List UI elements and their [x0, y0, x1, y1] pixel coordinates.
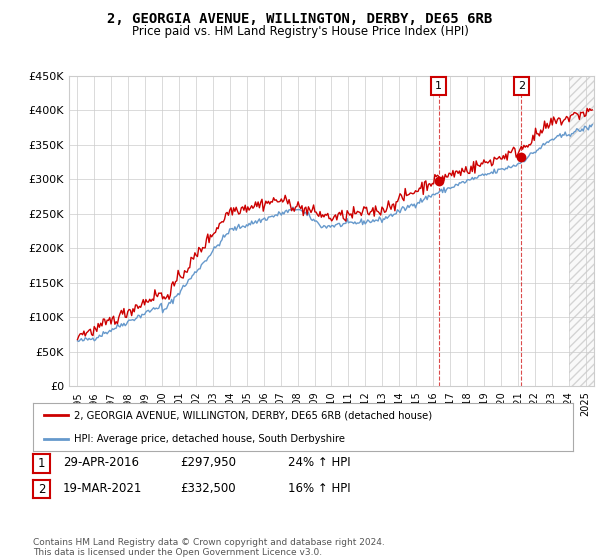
Text: HPI: Average price, detached house, South Derbyshire: HPI: Average price, detached house, Sout…: [74, 434, 344, 444]
Text: Price paid vs. HM Land Registry's House Price Index (HPI): Price paid vs. HM Land Registry's House …: [131, 25, 469, 38]
Text: 29-APR-2016: 29-APR-2016: [63, 456, 139, 469]
Text: £297,950: £297,950: [180, 456, 236, 469]
Text: 24% ↑ HPI: 24% ↑ HPI: [288, 456, 350, 469]
Text: 19-MAR-2021: 19-MAR-2021: [63, 482, 142, 495]
Text: 2, GEORGIA AVENUE, WILLINGTON, DERBY, DE65 6RB: 2, GEORGIA AVENUE, WILLINGTON, DERBY, DE…: [107, 12, 493, 26]
Text: 1: 1: [435, 81, 442, 91]
Text: 2: 2: [518, 81, 525, 91]
Text: £332,500: £332,500: [180, 482, 236, 495]
Text: Contains HM Land Registry data © Crown copyright and database right 2024.
This d: Contains HM Land Registry data © Crown c…: [33, 538, 385, 557]
Text: 16% ↑ HPI: 16% ↑ HPI: [288, 482, 350, 495]
Text: 2, GEORGIA AVENUE, WILLINGTON, DERBY, DE65 6RB (detached house): 2, GEORGIA AVENUE, WILLINGTON, DERBY, DE…: [74, 410, 431, 420]
Text: 2: 2: [38, 483, 45, 496]
Polygon shape: [569, 76, 594, 386]
Text: 1: 1: [38, 457, 45, 470]
